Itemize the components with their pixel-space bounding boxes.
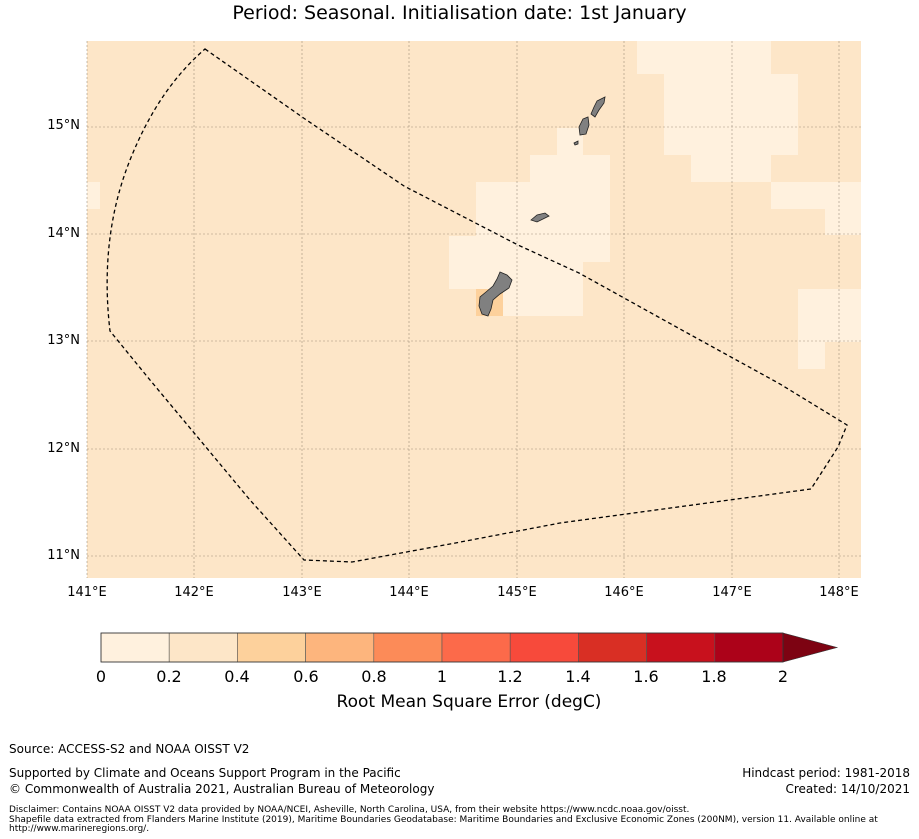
colorbar-tick: 1.8 xyxy=(701,667,727,686)
low-error-cell xyxy=(771,182,861,209)
copyright-text: © Commonwealth of Australia 2021, Austra… xyxy=(9,782,435,796)
x-tick-label: 144°E xyxy=(389,585,429,600)
low-error-cell xyxy=(87,182,100,209)
x-tick-label: 141°E xyxy=(67,585,107,600)
colorbar-segment xyxy=(714,632,784,663)
colorbar-tick: 0.2 xyxy=(156,667,182,686)
low-error-cell xyxy=(825,209,861,235)
low-error-cell xyxy=(798,289,861,342)
colorbar-label: Root Mean Square Error (degC) xyxy=(336,692,602,712)
x-tick-label: 148°E xyxy=(819,585,859,600)
low-error-cell xyxy=(664,74,798,155)
colorbar-segment xyxy=(373,632,443,663)
aguijan-island xyxy=(573,140,579,146)
colorbar-segment xyxy=(305,632,375,663)
colorbar-segment xyxy=(509,632,579,663)
low-error-cell xyxy=(503,289,583,316)
low-error-cell xyxy=(798,342,825,369)
colorbar-segment xyxy=(646,632,716,663)
y-tick-label: 12°N xyxy=(47,441,80,456)
colorbar-segment xyxy=(168,632,238,663)
x-tick-label: 142°E xyxy=(174,585,214,600)
rmse-map xyxy=(86,41,861,663)
disclaimer-line: Shapefile data extracted from Flanders M… xyxy=(9,814,878,825)
tinian-island xyxy=(578,116,590,136)
colorbar-segment xyxy=(100,632,170,663)
x-tick-label: 146°E xyxy=(604,585,644,600)
colorbar xyxy=(100,632,839,663)
colorbar-extend-arrow xyxy=(782,632,839,663)
created-text: Created: 14/10/2021 xyxy=(785,782,910,796)
low-error-cell xyxy=(637,41,771,74)
disclaimer-line: Disclaimer: Contains NOAA OISST V2 data … xyxy=(9,805,690,815)
disclaimer: Disclaimer: Contains NOAA OISST V2 data … xyxy=(9,805,909,835)
eez-boundary xyxy=(106,48,848,563)
x-tick-label: 145°E xyxy=(497,585,537,600)
low-error-cell xyxy=(449,236,610,262)
colorbar-outline xyxy=(100,632,784,663)
y-tick-label: 11°N xyxy=(47,548,80,563)
colorbar-tick: 2 xyxy=(777,667,789,686)
colorbar-segment xyxy=(578,632,647,663)
x-tick-label: 143°E xyxy=(282,585,322,600)
source-text: Source: ACCESS-S2 and NOAA OISST V2 xyxy=(9,742,250,756)
y-tick-label: 15°N xyxy=(47,118,80,133)
chart-title: Period: Seasonal. Initialisation date: 1… xyxy=(232,2,687,24)
colorbar-tick: 1.6 xyxy=(633,667,659,686)
islands xyxy=(478,96,606,317)
colorbar-tick: 1 xyxy=(436,667,448,686)
colorbar-tick: 0.8 xyxy=(361,667,387,686)
y-tick-label: 13°N xyxy=(47,333,80,348)
colorbar-tick: 0 xyxy=(95,667,107,686)
rota-island xyxy=(530,212,550,223)
saipan-island xyxy=(590,96,606,118)
guam-island xyxy=(478,271,513,317)
colorbar-tick: 0.4 xyxy=(224,667,250,686)
support-text: Supported by Climate and Oceans Support … xyxy=(9,766,401,780)
gridlines xyxy=(86,41,861,578)
low-error-cell xyxy=(476,182,610,236)
low-error-cell xyxy=(557,128,583,155)
low-error-cells xyxy=(87,41,861,369)
hindcast-text: Hindcast period: 1981-2018 xyxy=(742,766,910,780)
colorbar-tick: 1.2 xyxy=(497,667,523,686)
colorbar-tick: 0.6 xyxy=(293,667,319,686)
colorbar-segment xyxy=(441,632,511,663)
low-error-cell xyxy=(530,155,610,182)
low-error-cell xyxy=(449,262,583,289)
disclaimer-line: http://www.marineregions.org/. xyxy=(9,824,150,834)
x-tick-label: 147°E xyxy=(712,585,752,600)
colorbar-segment xyxy=(237,632,306,663)
colorbar-tick: 1.4 xyxy=(565,667,591,686)
low-error-cell xyxy=(691,155,771,182)
y-tick-label: 14°N xyxy=(47,226,80,241)
